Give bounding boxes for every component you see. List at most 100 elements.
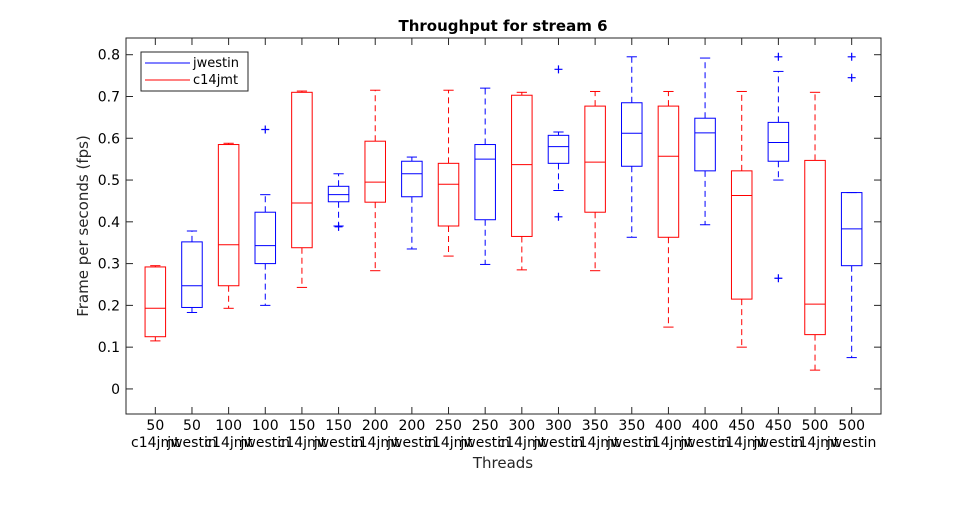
x-tick-label-threads: 50 <box>183 418 201 434</box>
x-tick-label-series: jwestin <box>459 435 510 451</box>
x-tick-label-series: c14jmt <box>791 435 840 451</box>
y-tick-label: 0.5 <box>98 173 120 189</box>
x-tick-label-series: c14jmt <box>351 435 400 451</box>
y-tick-label: 0 <box>111 382 120 398</box>
x-tick-label-threads: 400 <box>655 418 682 434</box>
outlier-marker <box>334 222 343 231</box>
box-iqr <box>474 144 496 221</box>
box-iqr <box>767 121 790 162</box>
x-axis-label: Threads <box>472 454 533 472</box>
x-tick-label-threads: 350 <box>618 418 645 434</box>
box-iqr <box>401 160 423 198</box>
box-450-jwestin <box>767 52 790 283</box>
box-400-jwestin <box>694 57 716 226</box>
x-tick-label-threads: 200 <box>362 418 389 434</box>
box-350-jwestin <box>621 56 643 238</box>
x-tick-label-threads: 300 <box>508 418 535 434</box>
x-tick-label-threads: 50 <box>146 418 164 434</box>
x-tick-label-threads: 450 <box>765 418 792 434</box>
box-iqr <box>730 170 753 300</box>
x-tick-label-series: jwestin <box>313 435 364 451</box>
box-iqr <box>584 105 606 213</box>
box-iqr <box>547 134 570 164</box>
x-tick-label-threads: 200 <box>399 418 426 434</box>
outlier-marker <box>554 212 563 221</box>
x-tick-label-series: c14jmt <box>131 435 180 451</box>
box-iqr <box>621 102 643 167</box>
x-tick-label-series: jwestin <box>606 435 657 451</box>
box-iqr <box>694 117 716 172</box>
y-tick-label: 0.7 <box>98 89 120 105</box>
legend-label-c14jmt: c14jmt <box>193 73 238 88</box>
outlier-marker <box>847 52 856 61</box>
x-tick-label-threads: 100 <box>252 418 279 434</box>
outlier-marker <box>261 125 270 134</box>
box-iqr <box>291 91 313 249</box>
box-iqr <box>804 159 826 336</box>
boxes-layer <box>144 52 863 371</box>
x-tick-label-threads: 150 <box>325 418 352 434</box>
x-tick-label-series: c14jmt <box>498 435 547 451</box>
outlier-marker <box>774 274 783 283</box>
box-100-jwestin <box>254 125 277 306</box>
box-100-c14jmt <box>217 142 240 309</box>
x-axis-ticks: 50c14jmt50jwestin100c14jmt100jwestin150c… <box>131 38 876 451</box>
outlier-marker <box>847 73 856 82</box>
y-tick-label: 0.1 <box>98 340 120 356</box>
x-tick-label-series: c14jmt <box>644 435 693 451</box>
chart-title: Throughput for stream 6 <box>398 17 607 35</box>
box-iqr <box>657 105 680 238</box>
box-150-c14jmt <box>291 90 313 288</box>
y-tick-label: 0.2 <box>98 298 120 314</box>
box-iqr <box>437 162 460 227</box>
box-300-c14jmt <box>511 91 533 271</box>
y-axis-ticks: 0 0.1 0.2 0.3 0.4 0.5 0.6 0.7 0.8 <box>98 48 881 398</box>
x-tick-label-threads: 500 <box>838 418 865 434</box>
legend: jwestin c14jmt <box>140 51 249 92</box>
box-450-c14jmt <box>730 90 753 348</box>
legend-box <box>140 51 249 92</box>
box-iqr <box>254 211 277 265</box>
y-tick-label: 0.4 <box>98 215 120 231</box>
outlier-marker <box>554 65 563 74</box>
x-tick-label-series: c14jmt <box>424 435 473 451</box>
x-tick-label-threads: 450 <box>728 418 755 434</box>
y-axis-label: Frame per seconds (fps) <box>74 135 92 317</box>
box-150-jwestin <box>327 173 350 231</box>
box-200-jwestin <box>401 156 423 250</box>
y-tick-label: 0.6 <box>98 131 120 147</box>
x-tick-label-threads: 250 <box>435 418 462 434</box>
y-tick-label: 0.3 <box>98 257 120 273</box>
box-200-c14jmt <box>364 89 386 272</box>
box-50-jwestin <box>181 230 203 313</box>
box-iqr <box>217 144 240 287</box>
plot-frame <box>125 37 882 415</box>
x-tick-label-threads: 300 <box>545 418 572 434</box>
x-tick-label-series: jwestin <box>533 435 584 451</box>
box-350-c14jmt <box>584 90 606 272</box>
legend-label-jwestin: jwestin <box>192 56 239 71</box>
box-iqr <box>144 266 167 338</box>
box-400-c14jmt <box>657 90 680 328</box>
plot-area <box>126 38 881 414</box>
box-iqr <box>327 185 350 203</box>
x-tick-label-threads: 350 <box>582 418 609 434</box>
x-tick-label-series: jwestin <box>753 435 804 451</box>
box-500-c14jmt <box>804 91 826 371</box>
x-tick-label-series: jwestin <box>166 435 217 451</box>
x-tick-label-series: c14jmt <box>571 435 620 451</box>
box-iqr <box>511 94 533 237</box>
outlier-marker <box>774 52 783 61</box>
x-tick-label-series: jwestin <box>826 435 877 451</box>
x-tick-label-series: jwestin <box>240 435 291 451</box>
box-500-jwestin <box>840 52 863 359</box>
x-tick-label-series: c14jmt <box>278 435 327 451</box>
box-50-c14jmt <box>144 265 167 342</box>
x-tick-label-threads: 400 <box>692 418 719 434</box>
x-tick-label-series: c14jmt <box>717 435 766 451</box>
x-tick-label-series: jwestin <box>386 435 437 451</box>
x-tick-label-threads: 100 <box>215 418 242 434</box>
box-250-c14jmt <box>437 89 460 257</box>
box-300-jwestin <box>547 65 570 221</box>
